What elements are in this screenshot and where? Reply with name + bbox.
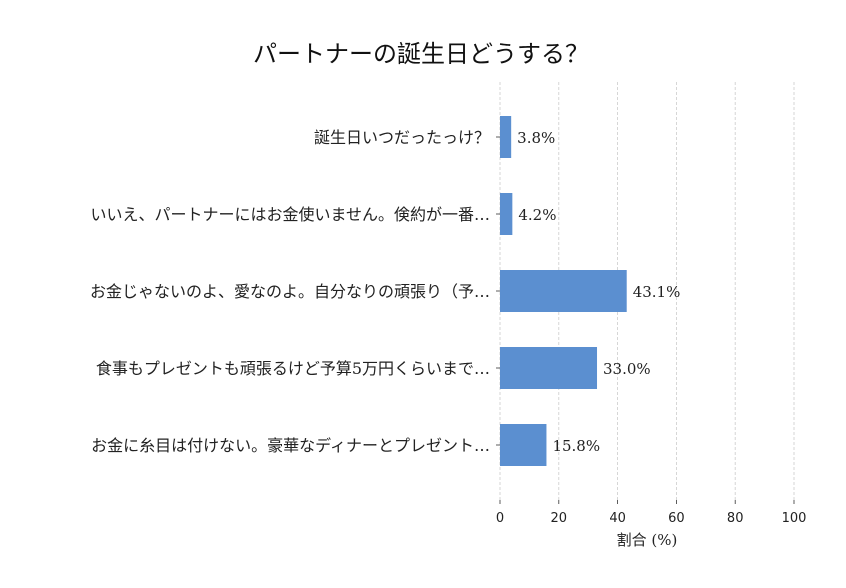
bar bbox=[500, 347, 598, 389]
bar bbox=[500, 270, 627, 312]
x-tick-label: 20 bbox=[551, 511, 568, 526]
chart-title: パートナーの誕生日どうする？ bbox=[253, 40, 589, 68]
x-tick-label: 60 bbox=[668, 511, 685, 526]
value-label: 3.8% bbox=[517, 129, 555, 147]
bar bbox=[500, 424, 547, 466]
x-tick-label: 80 bbox=[727, 511, 744, 526]
x-axis-label: 割合 (%) bbox=[617, 531, 678, 549]
category-label: お金じゃないのよ、愛なのよ。自分なりの頑張り（予… bbox=[90, 282, 490, 301]
value-label: 43.1% bbox=[633, 283, 681, 301]
x-tick-label: 0 bbox=[496, 511, 504, 526]
category-label: いいえ、パートナーにはお金使いません。倹約が一番… bbox=[90, 205, 490, 224]
bar bbox=[500, 116, 512, 158]
x-tick-label: 40 bbox=[609, 511, 626, 526]
category-label: お金に糸目は付けない。豪華なディナーとプレゼント… bbox=[91, 436, 490, 455]
bar bbox=[500, 193, 513, 235]
value-label: 33.0% bbox=[603, 360, 651, 378]
category-label: 食事もプレゼントも頑張るけど予算5万円くらいまで… bbox=[96, 359, 490, 378]
category-label: 誕生日いつだったっけ？ bbox=[314, 128, 490, 147]
x-tick-label: 100 bbox=[782, 511, 807, 526]
value-label: 15.8% bbox=[552, 437, 600, 455]
value-label: 4.2% bbox=[518, 206, 556, 224]
